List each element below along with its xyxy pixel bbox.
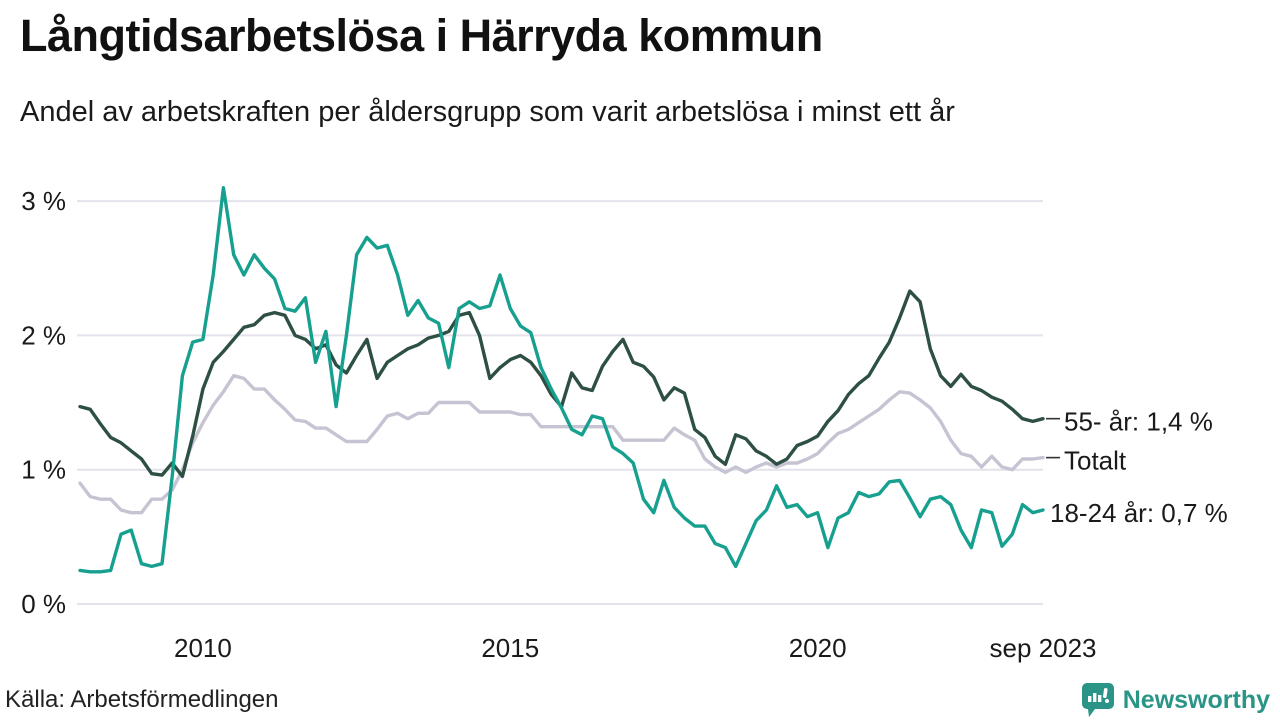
page-subtitle: Andel av arbetskraften per åldersgrupp s… xyxy=(20,96,955,128)
y-tick-label: 2 % xyxy=(21,320,66,350)
newsworthy-brand: Newsworthy xyxy=(1081,682,1270,718)
x-tick-label: 2020 xyxy=(789,633,847,663)
x-tick-label: 2015 xyxy=(481,633,539,663)
newsworthy-brand-text: Newsworthy xyxy=(1122,685,1270,714)
newsworthy-logo-icon xyxy=(1081,682,1115,718)
series-line-55-år xyxy=(78,289,1045,479)
series-end-label-18-24år: 18-24 år: 0,7 % xyxy=(1050,498,1228,528)
page-title: Långtidsarbetslösa i Härryda kommun xyxy=(20,10,823,61)
source-note: Källa: Arbetsförmedlingen xyxy=(5,686,279,713)
y-tick-label: 3 % xyxy=(21,186,66,216)
series-end-label-Totalt: Totalt xyxy=(1064,446,1127,476)
series-line-18-24år xyxy=(78,185,1045,574)
x-tick-label: 2010 xyxy=(174,633,232,663)
series-line-Totalt xyxy=(78,374,1045,515)
x-tick-label: sep 2023 xyxy=(990,633,1097,663)
y-tick-label: 0 % xyxy=(21,589,66,619)
series-end-label-55-år: 55- år: 1,4 % xyxy=(1064,407,1213,437)
y-tick-label: 1 % xyxy=(21,455,66,485)
